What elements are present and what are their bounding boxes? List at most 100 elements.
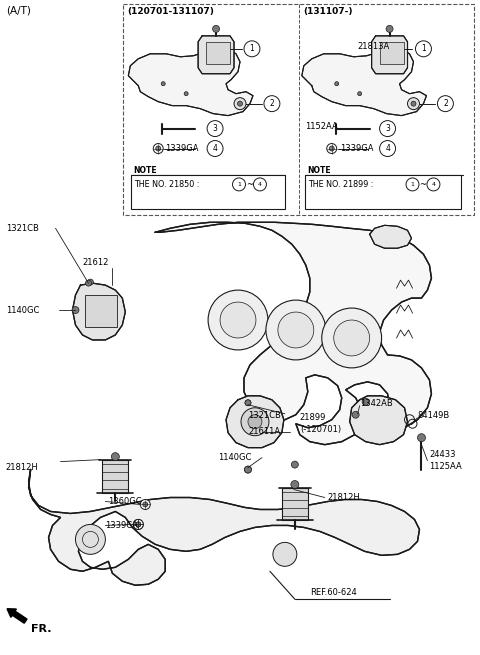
Polygon shape xyxy=(372,36,408,74)
Circle shape xyxy=(111,453,120,460)
Polygon shape xyxy=(370,225,411,248)
Polygon shape xyxy=(302,49,426,116)
Text: 21812H: 21812H xyxy=(328,493,360,502)
Circle shape xyxy=(248,415,262,429)
Bar xyxy=(305,176,461,210)
Text: 1140GC: 1140GC xyxy=(218,453,252,462)
Circle shape xyxy=(72,307,79,314)
Circle shape xyxy=(437,96,454,111)
Text: 1: 1 xyxy=(421,45,426,53)
Text: 1360GC: 1360GC xyxy=(108,497,142,506)
Text: 21812H: 21812H xyxy=(6,463,38,472)
Text: NOTE: NOTE xyxy=(307,166,330,176)
Circle shape xyxy=(380,141,396,157)
Circle shape xyxy=(358,92,361,96)
Circle shape xyxy=(244,466,252,473)
Circle shape xyxy=(266,300,326,360)
Text: 1: 1 xyxy=(237,182,241,187)
Circle shape xyxy=(143,502,148,507)
Circle shape xyxy=(418,434,425,441)
Text: 1339GA: 1339GA xyxy=(165,144,199,153)
Circle shape xyxy=(245,400,251,406)
Circle shape xyxy=(278,312,314,348)
Text: ~: ~ xyxy=(420,180,426,189)
Circle shape xyxy=(207,121,223,136)
Text: 3: 3 xyxy=(213,124,217,133)
Circle shape xyxy=(241,408,269,436)
Circle shape xyxy=(244,41,260,57)
Circle shape xyxy=(273,542,297,567)
Text: 1152AA: 1152AA xyxy=(305,122,337,131)
Text: THE NO. 21850 :: THE NO. 21850 : xyxy=(134,180,202,189)
Text: 1339GA: 1339GA xyxy=(340,144,373,153)
Bar xyxy=(85,295,117,327)
Circle shape xyxy=(291,481,299,489)
Text: 1342AB: 1342AB xyxy=(360,400,393,408)
Circle shape xyxy=(334,320,370,356)
Circle shape xyxy=(291,461,299,468)
Text: (120701-131107): (120701-131107) xyxy=(127,7,214,16)
Circle shape xyxy=(327,143,336,153)
Text: THE NO. 21899 :: THE NO. 21899 : xyxy=(308,180,376,189)
Circle shape xyxy=(136,522,141,527)
Circle shape xyxy=(232,178,245,191)
Polygon shape xyxy=(29,470,420,586)
Circle shape xyxy=(75,525,106,554)
Bar xyxy=(282,487,308,521)
Circle shape xyxy=(208,290,268,350)
Polygon shape xyxy=(226,396,284,447)
Circle shape xyxy=(253,178,266,191)
Circle shape xyxy=(322,308,382,368)
Bar xyxy=(132,176,285,210)
Text: 21813A: 21813A xyxy=(358,43,390,51)
Circle shape xyxy=(380,121,396,136)
Text: (131107-): (131107-) xyxy=(303,7,352,16)
Text: NOTE: NOTE xyxy=(133,166,157,176)
Text: 21899: 21899 xyxy=(300,413,326,422)
Text: 1: 1 xyxy=(250,45,254,53)
Text: 4: 4 xyxy=(385,144,390,153)
Circle shape xyxy=(335,82,339,86)
Text: 3: 3 xyxy=(385,124,390,133)
Circle shape xyxy=(87,279,94,285)
Text: 4: 4 xyxy=(213,144,217,153)
Bar xyxy=(123,4,474,215)
Text: 1140GC: 1140GC xyxy=(6,305,39,314)
Bar xyxy=(380,42,404,64)
Text: 24433: 24433 xyxy=(430,450,456,459)
Circle shape xyxy=(220,302,256,338)
Circle shape xyxy=(244,466,252,473)
Circle shape xyxy=(408,98,420,109)
Circle shape xyxy=(85,280,91,286)
Circle shape xyxy=(416,41,432,57)
Text: 2: 2 xyxy=(270,99,274,108)
Text: 21612: 21612 xyxy=(83,257,109,267)
Circle shape xyxy=(264,96,280,111)
Bar xyxy=(102,460,128,493)
Text: 21611A: 21611A xyxy=(248,427,280,436)
Circle shape xyxy=(161,82,165,86)
Circle shape xyxy=(156,146,161,151)
Text: (A/T): (A/T) xyxy=(6,6,31,16)
Circle shape xyxy=(411,101,416,106)
Text: 1321CB: 1321CB xyxy=(248,411,281,421)
Circle shape xyxy=(352,411,359,419)
Circle shape xyxy=(213,26,219,32)
Polygon shape xyxy=(72,283,125,340)
Circle shape xyxy=(406,178,419,191)
Polygon shape xyxy=(350,396,408,445)
Text: 2: 2 xyxy=(443,99,448,108)
Text: 1321CB: 1321CB xyxy=(6,224,38,233)
Text: 4: 4 xyxy=(258,182,262,187)
Text: (-120701): (-120701) xyxy=(300,425,341,434)
Text: 1125AA: 1125AA xyxy=(430,462,462,471)
Circle shape xyxy=(133,519,144,529)
Text: ~: ~ xyxy=(246,180,253,189)
Circle shape xyxy=(153,143,163,153)
Polygon shape xyxy=(128,49,253,116)
Text: 4: 4 xyxy=(432,182,435,187)
Circle shape xyxy=(427,178,440,191)
Circle shape xyxy=(140,500,150,510)
Text: 1: 1 xyxy=(410,182,414,187)
Circle shape xyxy=(238,101,242,106)
